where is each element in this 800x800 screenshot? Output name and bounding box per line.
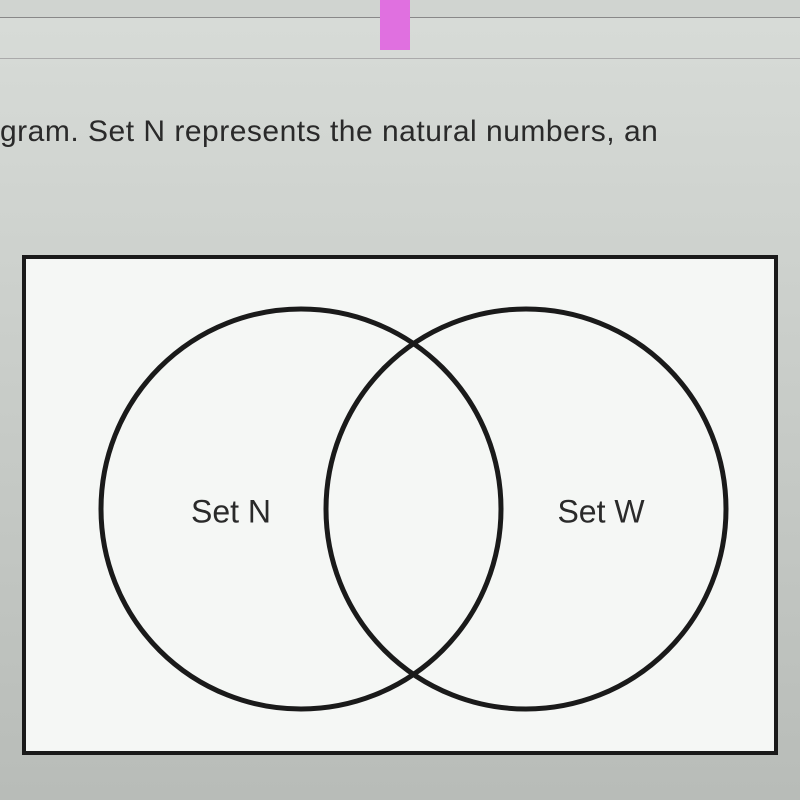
venn-diagram: Set N Set W (76, 289, 732, 729)
set-w-circle (326, 309, 726, 709)
divider-line (0, 58, 800, 59)
set-n-circle (101, 309, 501, 709)
set-w-label: Set W (557, 493, 645, 529)
venn-diagram-container: Set N Set W (22, 255, 778, 755)
highlight-marker (380, 0, 410, 50)
set-n-label: Set N (191, 493, 271, 529)
question-text: gram. Set N represents the natural numbe… (0, 115, 800, 149)
